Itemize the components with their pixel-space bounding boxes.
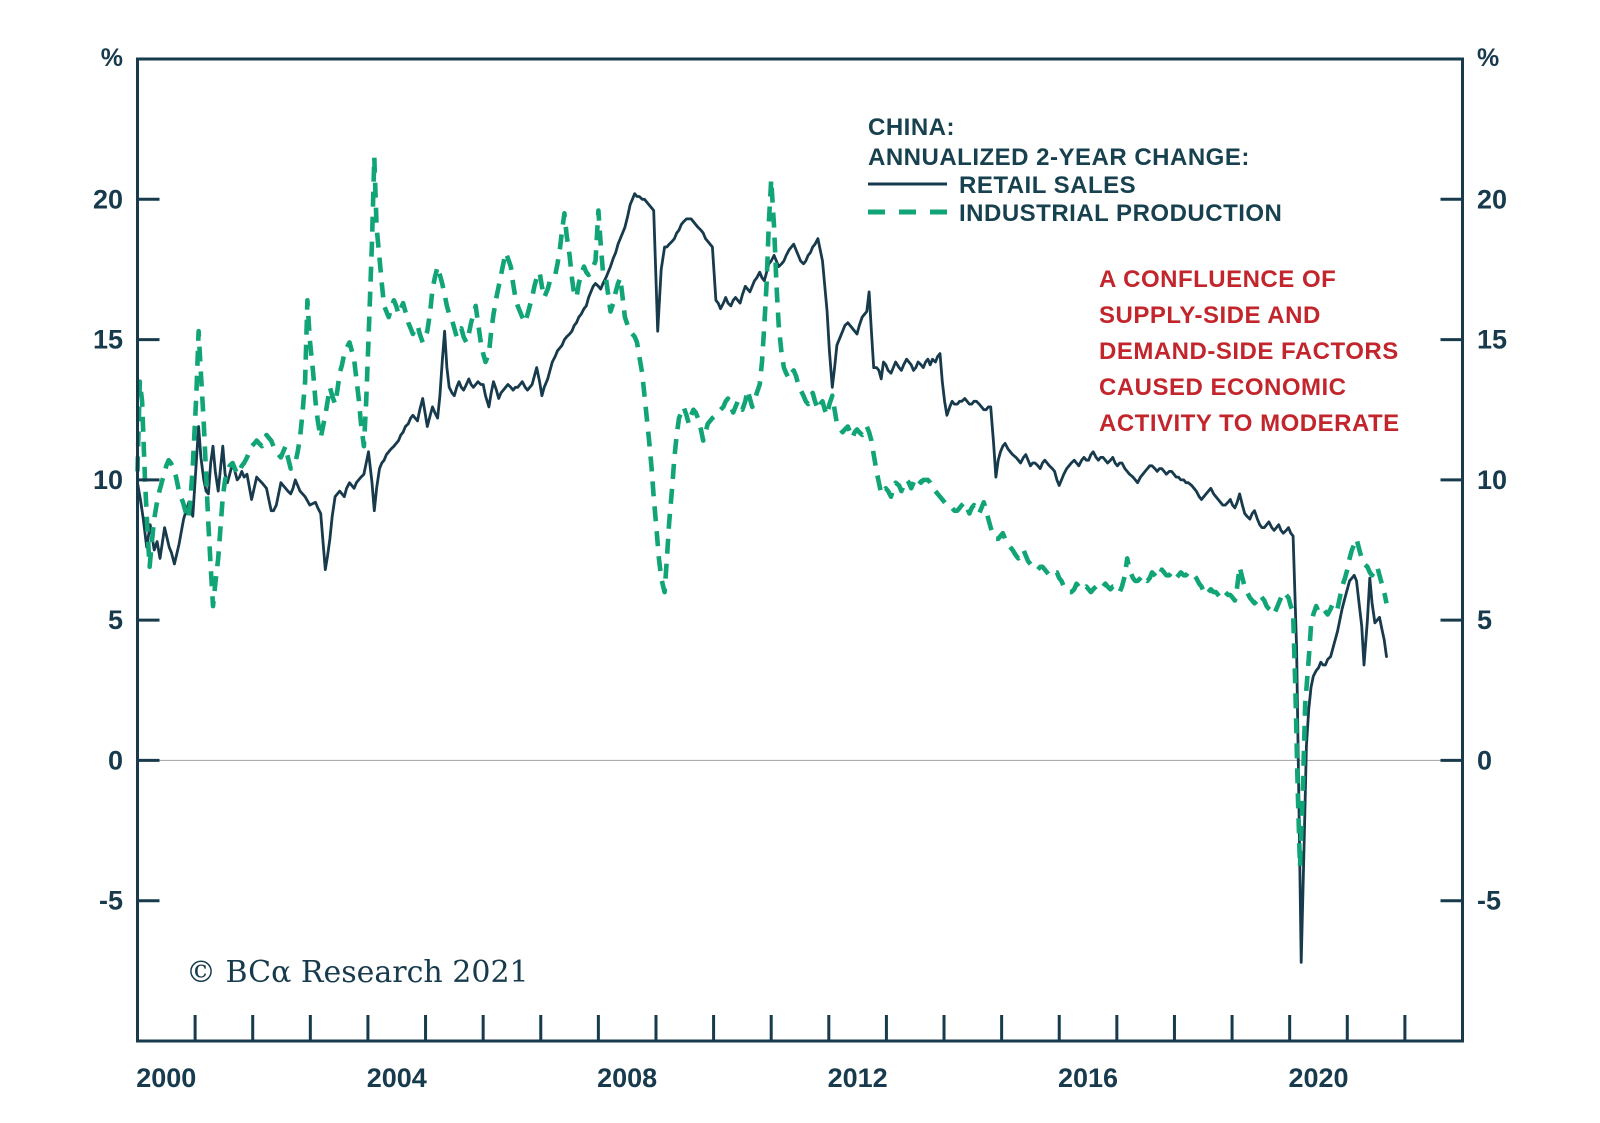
legend-title-line2: ANNUALIZED 2-YEAR CHANGE:	[868, 144, 1250, 171]
legend-title-line1: CHINA:	[868, 114, 955, 141]
y-axis-label-right: -5	[1477, 886, 1501, 916]
axis-ticks-layer	[139, 197, 1461, 1040]
y-axis-label-right: 5	[1477, 605, 1492, 635]
industrial-production-line	[135, 154, 1389, 870]
y-axis-label-right: 10	[1477, 465, 1507, 495]
y-axis-label-left: 5	[108, 605, 123, 635]
annotation-line: ACTIVITY TO MODERATE	[1099, 410, 1400, 437]
y-axis-label-left: 15	[93, 325, 123, 355]
legend: CHINA: ANNUALIZED 2-YEAR CHANGE: RETAIL …	[868, 114, 1282, 227]
plot-frame	[136, 57, 1464, 1043]
annotation-line: DEMAND-SIDE FACTORS	[1099, 338, 1399, 365]
y-axis-label-right: 0	[1477, 745, 1492, 775]
annotation-line: CAUSED ECONOMIC	[1099, 374, 1347, 401]
y-axis-label-right: 20	[1477, 184, 1507, 214]
x-axis-label: 2012	[828, 1063, 888, 1093]
copyright-text: © BCα Research 2021	[186, 955, 529, 990]
x-axis-label: 2000	[136, 1063, 196, 1093]
x-axis-label: 2004	[367, 1063, 427, 1093]
retail-sales-line	[136, 192, 1388, 964]
y-axis-label-left: 10	[93, 465, 123, 495]
y-axis-label-left: 20	[93, 184, 123, 214]
annotation-line: A CONFLUENCE OF	[1099, 266, 1336, 293]
y-axis-unit-left: %	[101, 44, 123, 72]
y-axis-unit-right: %	[1477, 44, 1499, 72]
x-axis-label: 2016	[1058, 1063, 1118, 1093]
annotation-block: A CONFLUENCE OF SUPPLY-SIDE AND DEMAND-S…	[1099, 266, 1400, 437]
x-axis-label: 2020	[1288, 1063, 1348, 1093]
legend-retail-label: RETAIL SALES	[959, 172, 1136, 199]
y-axis-label-left: 0	[108, 745, 123, 775]
series-layer	[135, 154, 1389, 964]
y-axis-label-right: 15	[1477, 325, 1507, 355]
y-axis-label-left: -5	[99, 886, 123, 916]
annotation-line: SUPPLY-SIDE AND	[1099, 302, 1321, 329]
legend-ip-label: INDUSTRIAL PRODUCTION	[959, 200, 1282, 227]
x-axis-label: 2008	[597, 1063, 657, 1093]
